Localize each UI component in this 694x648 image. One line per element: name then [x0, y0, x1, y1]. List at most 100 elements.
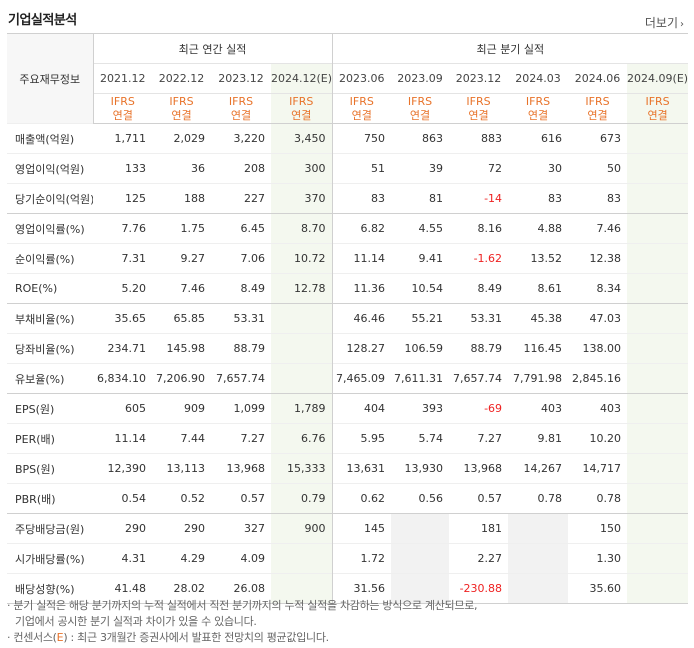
table-cell: 7,657.74: [449, 363, 509, 394]
table-cell: 81: [391, 183, 450, 214]
table-cell: 673: [568, 123, 628, 154]
table-row: 영업이익률(%) 7.76 1.75 6.45 8.70 6.82 4.55 8.16 4.88…: [7, 213, 689, 244]
table-cell: [627, 123, 689, 154]
footnote-2-prefix: · 컨센서스(: [7, 631, 57, 644]
table-cell: 393: [391, 393, 450, 424]
table-cell: 8.16: [449, 213, 509, 244]
period-header: 2023.12: [211, 63, 271, 94]
table-cell: 616: [508, 123, 569, 154]
table-cell: 13,113: [152, 453, 211, 484]
table-cell: 234.71: [93, 333, 152, 364]
table-cell: 909: [152, 393, 211, 424]
table-cell: 1.30: [568, 543, 628, 574]
table-cell: 0.79: [271, 483, 333, 514]
row-label: 영업이익(억원): [7, 153, 93, 184]
ifrs-label: IFRS 연결: [508, 93, 569, 124]
table-cell: 403: [568, 393, 628, 424]
table-cell: 750: [331, 123, 392, 154]
table-cell: [391, 573, 450, 604]
table-cell: 83: [508, 183, 569, 214]
period-header: 2024.03: [508, 63, 569, 94]
table-cell: [391, 513, 450, 544]
table-cell: -14: [449, 183, 509, 214]
table-cell: 883: [449, 123, 509, 154]
row-label: 당좌비율(%): [7, 333, 93, 364]
table-cell: [627, 393, 689, 424]
table-cell: 0.57: [449, 483, 509, 514]
period-header: 2023.06: [331, 63, 392, 94]
table-cell: 4.31: [93, 543, 152, 574]
table-cell: [627, 213, 689, 244]
ifrs-bottom: 연결: [409, 108, 431, 122]
table-cell: 8.49: [449, 273, 509, 304]
table-cell: 128.27: [331, 333, 392, 364]
table-cell: 8.61: [508, 273, 569, 304]
ifrs-bottom: 연결: [171, 108, 192, 122]
table-cell: 6.45: [211, 213, 271, 244]
table-cell: [627, 423, 689, 454]
table-cell: 290: [93, 513, 152, 544]
table-cell: 7,465.09: [331, 363, 392, 394]
table-cell: [508, 513, 569, 544]
table-cell: [508, 573, 569, 604]
table-cell: 2.27: [449, 543, 509, 574]
table-cell: 35.60: [568, 573, 628, 604]
ifrs-bottom: 연결: [230, 108, 252, 122]
table-cell: 72: [449, 153, 509, 184]
table-cell: [627, 573, 689, 604]
table-cell: 106.59: [391, 333, 450, 364]
table-cell: [627, 363, 689, 394]
row-label: BPS(원): [7, 453, 93, 484]
period-header: 2024.09(E): [627, 63, 689, 94]
table-cell: 8.34: [568, 273, 628, 304]
table-cell: 13,631: [331, 453, 392, 484]
table-cell: 4.88: [508, 213, 569, 244]
table-cell: 10.72: [271, 243, 333, 274]
row-label: ROE(%): [7, 273, 93, 304]
ifrs-bottom: 연결: [647, 108, 668, 122]
period-header: 2024.12(E): [271, 63, 333, 94]
footnotes: · 분기 실적은 해당 분기까지의 누적 실적에서 직전 분기까지의 누적 실적…: [7, 598, 478, 646]
table-cell: 11.36: [331, 273, 392, 304]
financial-table: 주요재무정보 최근 연간 실적 최근 분기 실적 2021.12 2022.12 2…: [7, 33, 689, 604]
table-cell: [627, 243, 689, 274]
more-link[interactable]: 더보기 ›: [645, 14, 684, 31]
table-cell: 403: [508, 393, 569, 424]
table-cell: 13,968: [211, 453, 271, 484]
table-cell: [627, 483, 689, 514]
table-row: 배당성향(%) 41.48 28.02 26.08 31.56 -230.88 35.60: [7, 573, 689, 604]
table-cell: 30: [508, 153, 569, 184]
table-cell: 9.81: [508, 423, 569, 454]
table-cell: 181: [449, 513, 509, 544]
table-cell: 290: [152, 513, 211, 544]
table-cell: 145.98: [152, 333, 211, 364]
table-cell: 0.78: [568, 483, 628, 514]
ifrs-label: IFRS 연결: [152, 93, 211, 124]
table-row: 영업이익(억원) 133 36 208 300 51 39 72 30 50: [7, 153, 689, 184]
table-cell: 2,845.16: [568, 363, 628, 394]
table-cell: 13.52: [508, 243, 569, 274]
table-cell: [271, 363, 333, 394]
table-cell: 65.85: [152, 303, 211, 334]
footnote-2: · 컨센서스(E) : 최근 3개월간 증권사에서 발표한 전망치의 평균값입니…: [7, 630, 477, 646]
table-cell: 1,711: [93, 123, 152, 154]
table-cell: 47.03: [568, 303, 628, 334]
table-cell: 1.72: [331, 543, 392, 574]
table-cell: 7.27: [449, 423, 509, 454]
table-cell: 26.08: [211, 573, 271, 604]
table-cell: 8.70: [271, 213, 333, 244]
table-cell: [627, 153, 689, 184]
footnote-1: · 분기 실적은 해당 분기까지의 누적 실적에서 직전 분기까지의 누적 실적…: [7, 599, 478, 612]
ifrs-bottom: 연결: [527, 108, 549, 122]
table-cell: 404: [331, 393, 392, 424]
period-header-row: 2021.12 2022.12 2023.12 2024.12(E) 2023.06 20…: [7, 63, 689, 94]
row-label: 유보율(%): [7, 363, 93, 394]
table-row: 순이익률(%) 7.31 9.27 7.06 10.72 11.14 9.41 -1.62 13…: [7, 243, 689, 274]
row-header-label: 주요재무정보: [7, 33, 94, 124]
table-cell: 53.31: [449, 303, 509, 334]
table-cell: 7.27: [211, 423, 271, 454]
table-cell: 6.82: [331, 213, 392, 244]
row-label: 당기순이익(억원): [7, 183, 93, 214]
ifrs-label: IFRS 연결: [211, 93, 271, 124]
table-cell: 12,390: [93, 453, 152, 484]
